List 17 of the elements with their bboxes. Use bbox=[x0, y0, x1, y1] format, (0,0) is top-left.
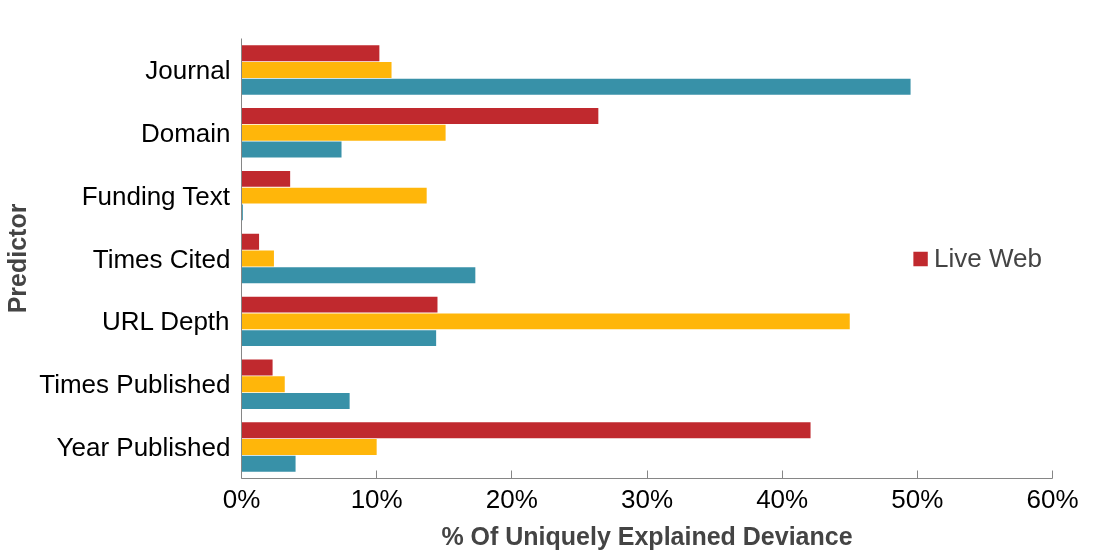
x-tick-label: 40% bbox=[756, 483, 809, 514]
y-tick-label: URL Depth bbox=[101, 306, 230, 337]
y-tick-label: Times Published bbox=[39, 369, 231, 400]
legend-label: Live Web bbox=[934, 242, 1042, 274]
y-tick-label: Times Cited bbox=[92, 243, 231, 274]
y-tick-label: Domain bbox=[140, 117, 231, 148]
y-tick-label: Funding Text bbox=[81, 180, 231, 211]
y-axis-title: Predictor bbox=[3, 203, 32, 314]
x-tick-label: 60% bbox=[1026, 483, 1079, 514]
y-tick-label: Year Published bbox=[56, 432, 231, 463]
x-tick-label: 10% bbox=[350, 483, 403, 514]
x-axis-title: % Of Uniquely Explained Deviance bbox=[441, 521, 853, 550]
x-tick-label: 30% bbox=[620, 483, 674, 514]
x-tick-label: 50% bbox=[891, 483, 944, 514]
x-tick-label: 20% bbox=[485, 483, 538, 514]
x-tick-label: 0% bbox=[222, 483, 261, 514]
y-tick-label: Journal bbox=[145, 54, 231, 85]
